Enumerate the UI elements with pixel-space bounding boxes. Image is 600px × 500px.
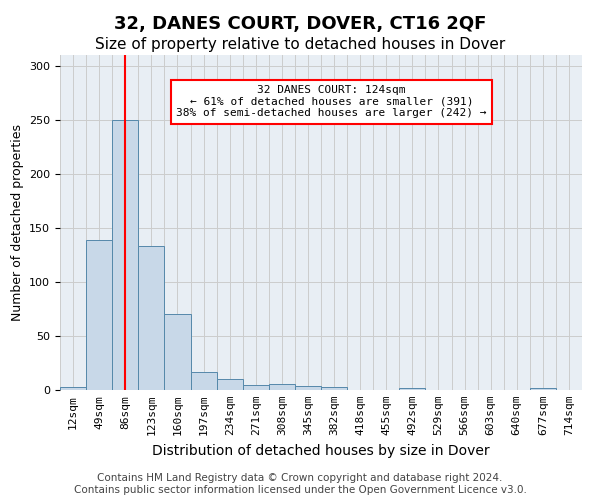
X-axis label: Distribution of detached houses by size in Dover: Distribution of detached houses by size … xyxy=(152,444,490,458)
Y-axis label: Number of detached properties: Number of detached properties xyxy=(11,124,23,321)
Bar xyxy=(321,387,347,390)
Bar xyxy=(139,246,164,390)
Bar xyxy=(269,384,295,390)
Bar xyxy=(112,120,139,390)
Bar xyxy=(164,314,191,390)
Bar xyxy=(86,240,112,390)
Text: Size of property relative to detached houses in Dover: Size of property relative to detached ho… xyxy=(95,38,505,52)
Bar xyxy=(400,388,425,390)
Text: 32, DANES COURT, DOVER, CT16 2QF: 32, DANES COURT, DOVER, CT16 2QF xyxy=(114,15,486,33)
Bar xyxy=(191,372,217,390)
Text: Contains HM Land Registry data © Crown copyright and database right 2024.
Contai: Contains HM Land Registry data © Crown c… xyxy=(74,474,526,495)
Bar xyxy=(60,387,86,390)
Bar xyxy=(217,379,243,390)
Bar xyxy=(243,384,269,390)
Bar xyxy=(530,388,556,390)
Text: 32 DANES COURT: 124sqm
← 61% of detached houses are smaller (391)
38% of semi-de: 32 DANES COURT: 124sqm ← 61% of detached… xyxy=(176,85,487,118)
Bar xyxy=(295,386,321,390)
